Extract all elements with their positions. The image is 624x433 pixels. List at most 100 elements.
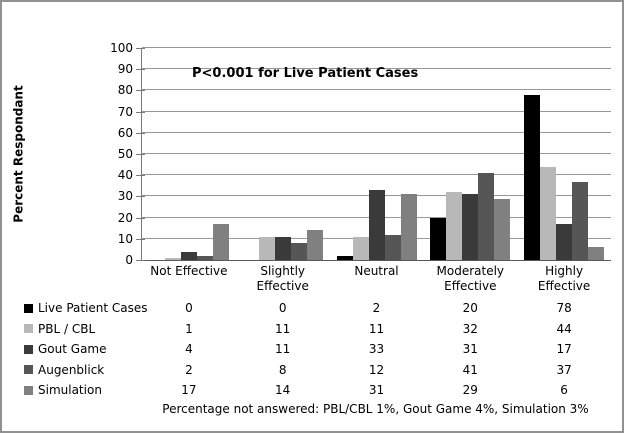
x-axis-category-label: Highly Effective — [537, 264, 591, 293]
x-axis-category-label: Neutral — [354, 264, 399, 278]
table-value-cell: 32 — [462, 321, 478, 336]
y-axis-title: Percent Respondant — [8, 48, 30, 260]
legend-series-label: Simulation — [38, 383, 102, 397]
legend-series-label: PBL / CBL — [38, 321, 96, 336]
y-axis-tick-label: 70 — [117, 104, 133, 119]
table-row: Live Patient Cases 0 0 2 20 78 — [2, 298, 622, 318]
y-axis-tick-label: 60 — [117, 125, 133, 140]
bar — [540, 167, 556, 260]
y-axis-tick-mark — [136, 260, 145, 261]
gridline — [142, 68, 611, 70]
legend-color-swatch-icon — [24, 344, 33, 354]
gridline — [142, 47, 611, 48]
chart-annotation: P<0.001 for Live Patient Cases — [192, 66, 419, 81]
table-value-cell: 12 — [368, 362, 385, 377]
y-axis-tick-mark — [136, 154, 145, 155]
y-axis-title-text: Percent Respondant — [12, 85, 26, 223]
bar — [401, 194, 417, 260]
y-axis-tick-label: 30 — [117, 189, 133, 204]
bar — [462, 194, 478, 260]
table-value-cell: 6 — [560, 383, 568, 397]
legend-key: Augenblick — [24, 360, 104, 380]
gridline — [142, 174, 611, 176]
bar — [572, 182, 588, 260]
bar — [478, 173, 494, 260]
bar — [197, 256, 213, 260]
y-axis-tick-mark — [136, 132, 145, 134]
table-value-cell: 31 — [462, 342, 478, 356]
legend-color-swatch-icon — [24, 385, 33, 395]
table-value-cell: 11 — [275, 342, 291, 356]
bar — [291, 243, 307, 260]
table-value-cell: 2 — [185, 362, 193, 377]
y-axis-tick-label: 0 — [125, 253, 133, 267]
legend-series-label: Live Patient Cases — [38, 301, 148, 315]
bar — [369, 190, 385, 260]
y-axis-tick-label: 100 — [110, 41, 133, 55]
table-value-cell: 11 — [275, 321, 291, 336]
table-row: Gout Game 4 11 33 31 17 — [2, 339, 622, 359]
legend-color-swatch-icon — [24, 324, 33, 333]
gridline — [142, 89, 611, 91]
table-row: Augenblick 2 8 12 41 37 — [2, 360, 622, 380]
chart-footnote: Percentage not answered: PBL/CBL 1%, Gou… — [162, 402, 589, 416]
table-value-cell: 0 — [185, 301, 193, 315]
y-axis-tick-mark — [136, 238, 145, 240]
x-axis-category-label: Moderately Effective — [436, 264, 505, 293]
y-axis-tick-mark — [136, 48, 145, 49]
plot-area — [141, 47, 611, 261]
table-value-cell: 29 — [462, 383, 478, 397]
table-value-cell: 17 — [181, 383, 197, 397]
y-axis-tick-mark — [136, 69, 145, 71]
legend-series-label: Augenblick — [38, 362, 105, 377]
bar — [446, 192, 462, 260]
bar — [337, 256, 353, 260]
table-value-cell: 44 — [556, 321, 572, 336]
bar — [385, 235, 401, 260]
bar — [556, 224, 572, 260]
bar — [181, 252, 197, 260]
table-value-cell: 11 — [368, 321, 385, 336]
legend-key: PBL / CBL — [24, 319, 95, 339]
table-row: Simulation 17 14 31 29 6 — [2, 380, 622, 400]
y-axis-tick-mark — [136, 217, 145, 219]
table-value-cell: 41 — [462, 362, 478, 377]
y-axis-tick-label: 20 — [117, 210, 133, 225]
x-axis-category-label: Slightly Effective — [256, 264, 309, 293]
table-value-cell: 20 — [462, 301, 478, 315]
x-axis-category-label: Not Effective — [150, 264, 228, 278]
bar — [588, 247, 604, 260]
legend-color-swatch-icon — [24, 365, 33, 374]
table-value-cell: 4 — [185, 342, 193, 356]
table-value-cell: 17 — [556, 342, 572, 356]
gridline — [142, 153, 611, 154]
y-axis-tick-label: 50 — [117, 147, 133, 161]
legend-series-label: Gout Game — [38, 342, 107, 356]
table-value-cell: 37 — [556, 362, 572, 377]
bar — [494, 199, 510, 260]
bar — [353, 237, 369, 260]
bar — [213, 224, 229, 260]
table-value-cell: 33 — [368, 342, 385, 356]
table-value-cell: 1 — [185, 321, 193, 336]
table-row: PBL / CBL 1 11 11 32 44 — [2, 319, 622, 339]
y-axis-tick-mark — [136, 111, 145, 113]
bar — [307, 230, 323, 260]
table-value-cell: 14 — [275, 383, 291, 397]
y-axis-tick-label: 40 — [117, 168, 133, 183]
legend-key: Gout Game — [24, 339, 107, 359]
y-axis-tick-label: 90 — [117, 62, 133, 77]
y-axis-tick-label: 10 — [117, 231, 133, 246]
table-value-cell: 31 — [368, 383, 385, 397]
legend-key: Simulation — [24, 380, 102, 400]
table-value-cell: 8 — [278, 362, 287, 377]
gridline — [142, 131, 611, 133]
gridline — [142, 110, 611, 112]
table-value-cell: 78 — [556, 301, 572, 315]
y-axis-tick-mark — [136, 175, 145, 177]
bar — [259, 237, 275, 260]
bar — [165, 258, 181, 260]
bar — [430, 218, 446, 260]
y-axis-tick-mark — [136, 196, 145, 198]
